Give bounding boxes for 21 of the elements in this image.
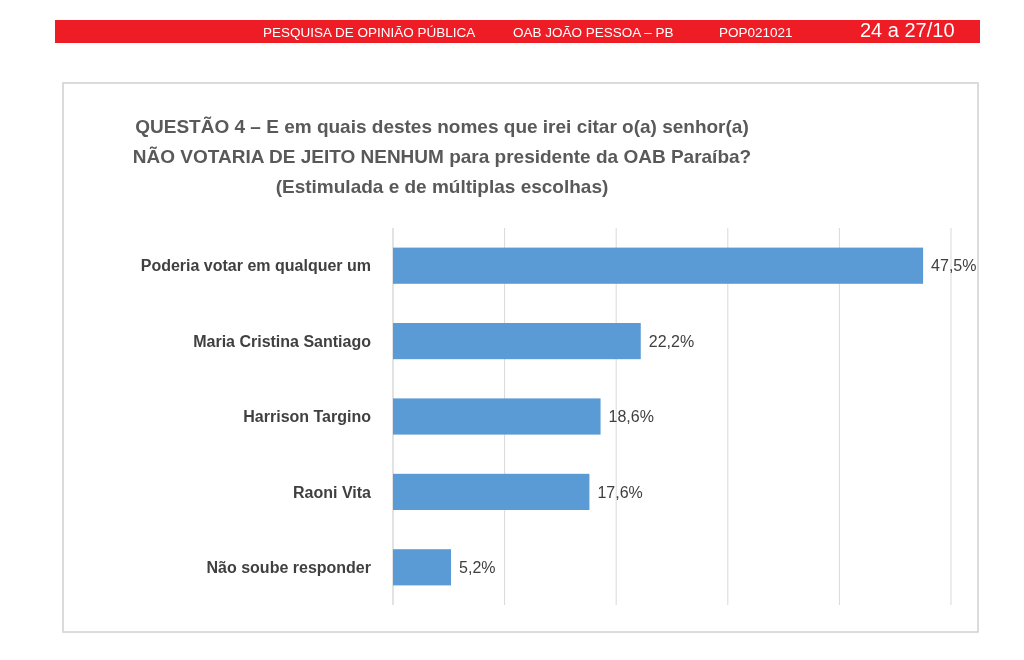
chart-title: QUESTÃO 4 – E em quais destes nomes que irei citar o(a) senhor(a) NÃO VOTARIA DE JEITO NENHUM para presidente da OAB Paraíba?	[132, 116, 752, 167]
text: OAB JOÃO PESSOA – PB	[513, 25, 674, 40]
bar	[393, 247, 924, 284]
chart-subtitle: (Estimulada e de múltiplas escolhas)	[275, 176, 609, 197]
data-label: 5,2%	[459, 558, 496, 576]
y-tick-label: Não soube responder	[206, 558, 371, 576]
text: POP021021	[719, 25, 793, 40]
data-label: 18,6%	[608, 408, 654, 426]
bar	[393, 398, 601, 435]
bar	[393, 549, 452, 586]
y-tick-label: Raoni Vita	[293, 483, 372, 501]
data-label: 17,6%	[597, 483, 643, 501]
y-tick-label: Maria Cristina Santiago	[193, 332, 372, 350]
text: 24 a 27/10	[860, 19, 955, 41]
y-tick-label: Harrison Targino	[243, 408, 372, 426]
bar	[393, 323, 641, 360]
text: PESQUISA DE OPINIÃO PÚBLICA	[263, 25, 476, 40]
data-label: 22,2%	[648, 332, 695, 350]
data-label: 47,5%	[931, 257, 977, 275]
bar	[393, 473, 590, 510]
y-tick-label: Poderia votar em qualquer um	[140, 257, 371, 275]
